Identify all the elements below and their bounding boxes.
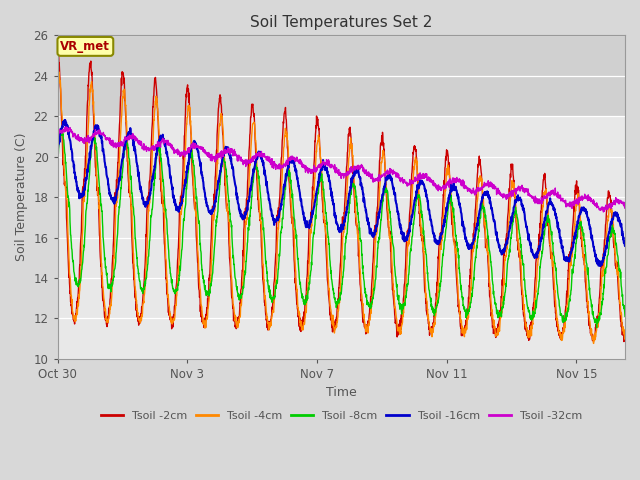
Line: Tsoil -2cm: Tsoil -2cm [58, 50, 625, 342]
Tsoil -16cm [621, 243, 629, 249]
Tsoil -16cm [573, 221, 581, 227]
Tsoil -8cm [621, 313, 629, 319]
Title: Soil Temperatures Set 2: Soil Temperatures Set 2 [250, 15, 433, 30]
Tsoil -16cm [61, 117, 68, 123]
Tsoil -4cm [573, 195, 581, 201]
Tsoil -16cm [596, 263, 604, 269]
Tsoil -2cm [620, 339, 628, 345]
Tsoil -4cm [621, 333, 629, 339]
Tsoil -2cm [380, 144, 387, 149]
Tsoil -4cm [590, 340, 598, 346]
Tsoil -2cm [54, 48, 61, 54]
Tsoil -16cm [565, 257, 573, 263]
Tsoil -4cm [154, 101, 161, 107]
Tsoil -2cm [621, 331, 629, 337]
Tsoil -16cm [380, 190, 387, 195]
Line: Tsoil -16cm: Tsoil -16cm [58, 120, 625, 266]
Tsoil -4cm [54, 83, 61, 88]
Tsoil -4cm [380, 152, 387, 157]
Tsoil -16cm [509, 210, 517, 216]
Tsoil -32cm [61, 124, 69, 130]
Tsoil -8cm [593, 325, 600, 331]
Tsoil -32cm [380, 171, 387, 177]
Line: Tsoil -4cm: Tsoil -4cm [58, 72, 625, 343]
Tsoil -4cm [565, 279, 573, 285]
Tsoil -32cm [54, 128, 61, 134]
Tsoil -32cm [573, 199, 581, 205]
Tsoil -2cm [154, 105, 161, 110]
Bar [58, 36, 625, 116]
Tsoil -8cm [54, 157, 61, 163]
Tsoil -32cm [509, 188, 517, 194]
Tsoil -8cm [509, 219, 517, 225]
Tsoil -8cm [573, 234, 581, 240]
Tsoil -4cm [154, 108, 162, 114]
Y-axis label: Soil Temperature (C): Soil Temperature (C) [15, 133, 28, 262]
Tsoil -32cm [154, 144, 162, 149]
Tsoil -8cm [59, 127, 67, 133]
Line: Tsoil -32cm: Tsoil -32cm [58, 127, 625, 212]
Tsoil -8cm [154, 148, 162, 154]
Text: VR_met: VR_met [60, 40, 110, 53]
Tsoil -16cm [154, 146, 161, 152]
Tsoil -8cm [380, 193, 387, 199]
X-axis label: Time: Time [326, 386, 356, 399]
Tsoil -16cm [154, 143, 162, 149]
Tsoil -4cm [509, 184, 517, 190]
Tsoil -2cm [54, 48, 62, 53]
Tsoil -2cm [509, 172, 517, 178]
Tsoil -16cm [54, 146, 61, 152]
Tsoil -32cm [621, 201, 629, 207]
Tsoil -8cm [154, 152, 161, 157]
Tsoil -4cm [55, 69, 63, 75]
Tsoil -2cm [573, 184, 581, 190]
Line: Tsoil -8cm: Tsoil -8cm [58, 130, 625, 328]
Tsoil -32cm [565, 201, 573, 207]
Tsoil -8cm [565, 299, 573, 305]
Tsoil -32cm [600, 209, 607, 215]
Tsoil -32cm [154, 142, 161, 148]
Tsoil -2cm [154, 116, 162, 122]
Legend: Tsoil -2cm, Tsoil -4cm, Tsoil -8cm, Tsoil -16cm, Tsoil -32cm: Tsoil -2cm, Tsoil -4cm, Tsoil -8cm, Tsoi… [96, 407, 586, 425]
Tsoil -2cm [565, 258, 573, 264]
